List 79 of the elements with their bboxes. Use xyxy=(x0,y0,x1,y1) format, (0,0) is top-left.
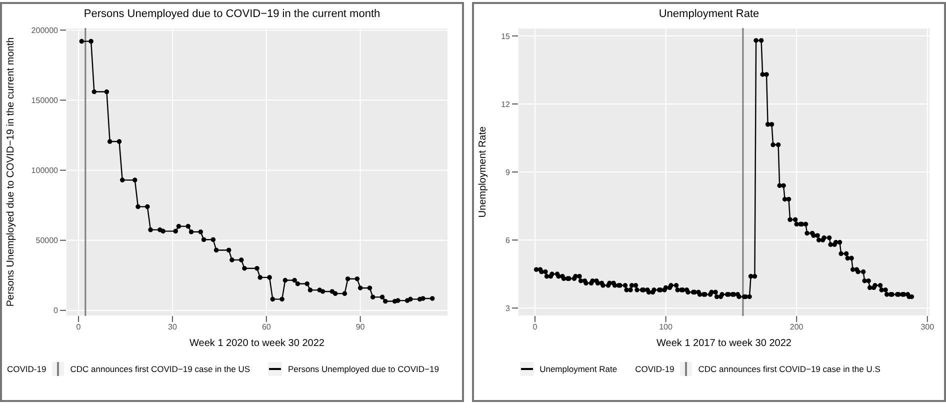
point xyxy=(270,296,276,302)
point xyxy=(380,294,385,300)
point xyxy=(292,278,297,283)
legend-label: CDC announces first COVID−19 case in the US xyxy=(70,364,250,374)
point xyxy=(120,178,125,182)
point xyxy=(308,288,313,292)
point xyxy=(382,298,388,304)
point xyxy=(304,281,310,286)
point xyxy=(92,89,97,94)
point xyxy=(354,276,360,282)
point xyxy=(420,296,426,301)
point xyxy=(408,296,413,302)
point xyxy=(116,139,122,144)
point xyxy=(198,230,204,234)
point xyxy=(342,291,348,296)
point xyxy=(267,275,272,280)
point xyxy=(430,296,435,301)
point xyxy=(145,204,150,210)
point xyxy=(173,228,178,234)
y-tick-label: 9 xyxy=(506,168,511,177)
point xyxy=(210,237,216,242)
point xyxy=(176,224,182,229)
x-tick-label: 90 xyxy=(356,322,366,332)
y-tick-label: 100000 xyxy=(31,166,59,176)
point xyxy=(226,248,232,253)
point xyxy=(254,266,260,271)
point xyxy=(79,38,84,44)
point xyxy=(280,296,284,302)
y-tick-label: 12 xyxy=(501,100,511,109)
point xyxy=(104,89,110,94)
chart-title: Unemployment Rate xyxy=(658,8,760,22)
legend-title: COVID-19 xyxy=(7,364,46,374)
point xyxy=(214,248,219,253)
y-tick-label: 0 xyxy=(54,306,59,316)
y-tick-label: 15 xyxy=(501,32,511,41)
y-tick-label: 200000 xyxy=(31,26,59,35)
point xyxy=(320,289,326,294)
x-axis-title: Week 1 2017 to week 30 2022 xyxy=(656,338,792,349)
point xyxy=(396,298,400,303)
x-tick-label: 300 xyxy=(920,322,935,332)
point xyxy=(186,224,191,229)
x-tick-label: 200 xyxy=(790,322,804,332)
point xyxy=(358,286,363,290)
legend-label: Persons Unemployed due to COVID−19 xyxy=(288,364,439,374)
point xyxy=(258,275,263,280)
point xyxy=(242,266,247,271)
y-axis-title: Persons Unemployed due to COVID−19 in the current month xyxy=(6,37,17,307)
y-tick-label: 150000 xyxy=(31,96,59,106)
x-tick-label: 30 xyxy=(168,322,178,332)
x-tick-label: 60 xyxy=(262,322,272,332)
legend-label: Unemployment Rate xyxy=(540,364,618,374)
point xyxy=(107,139,112,144)
point xyxy=(238,258,244,262)
y-tick-label: 50000 xyxy=(36,236,59,246)
point xyxy=(230,258,234,262)
legend-title: COVID-19 xyxy=(635,364,674,374)
point xyxy=(136,204,140,210)
point xyxy=(370,294,376,300)
x-axis-title: Week 1 2020 to week 30 2022 xyxy=(190,338,325,349)
point xyxy=(201,237,206,242)
y-tick-label: 3 xyxy=(506,304,511,313)
point xyxy=(330,289,335,294)
chart-title: Persons Unemployed due to COVID−19 in the current month xyxy=(82,8,382,22)
point xyxy=(148,227,153,232)
point xyxy=(132,178,138,182)
point xyxy=(295,281,300,286)
y-axis-title: Unemployment Rate xyxy=(478,126,489,218)
x-tick-label: 0 xyxy=(76,322,82,332)
point xyxy=(282,278,288,283)
x-tick-label: 100 xyxy=(659,322,674,332)
point xyxy=(160,228,166,234)
point xyxy=(88,38,94,44)
y-tick-label: 6 xyxy=(506,236,511,245)
legend-label: CDC announces first COVID−19 case in the U.S xyxy=(698,364,880,374)
point xyxy=(188,230,194,234)
point xyxy=(367,286,372,290)
point xyxy=(345,276,350,282)
point xyxy=(332,291,338,296)
x-tick-label: 0 xyxy=(532,322,538,332)
